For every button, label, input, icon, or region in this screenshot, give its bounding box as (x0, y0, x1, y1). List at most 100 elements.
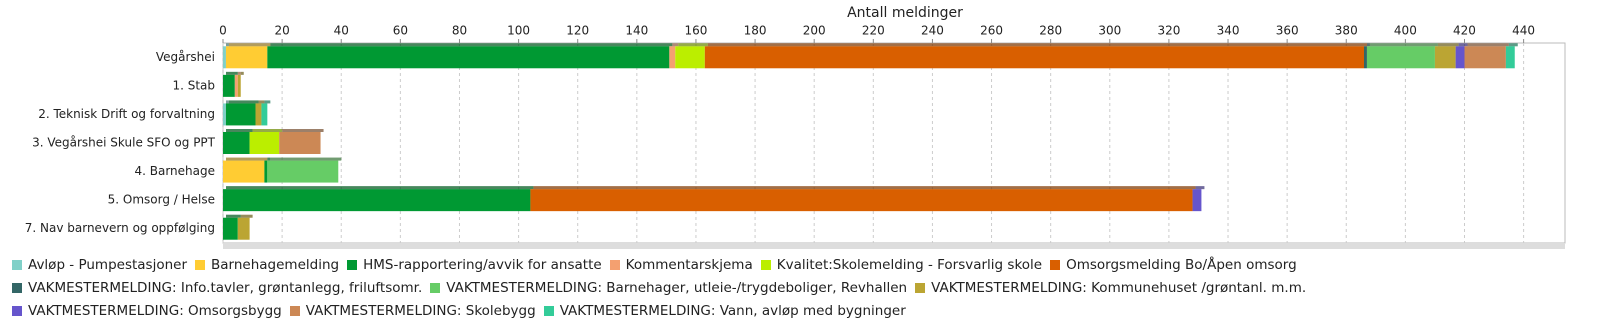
bar-face (1464, 46, 1506, 69)
x-tick-label: 300 (1098, 24, 1121, 38)
legend: Avløp - Pumpestasjoner Barnehagemelding HM… (12, 256, 1412, 320)
bar-top (240, 71, 244, 75)
bar-shade (267, 157, 271, 161)
bar-shade (226, 71, 238, 75)
bar-face (675, 46, 705, 69)
bar-shade (678, 43, 708, 47)
bar-face (237, 74, 241, 97)
x-tick-label: 0 (219, 24, 227, 38)
x-tick-label: 200 (803, 24, 826, 38)
bar-segment (267, 157, 342, 183)
bar-face (223, 46, 226, 69)
bar-segment (669, 43, 679, 69)
legend-item: HMS-rapportering/avvik for ansatte (347, 256, 602, 274)
bar-shade (707, 43, 1367, 47)
bar-shade (1508, 43, 1518, 47)
floor (223, 243, 1565, 249)
bar-face (669, 46, 676, 69)
y-tick-label: Vegårshei (156, 50, 215, 64)
bar-top (270, 157, 342, 161)
bar-top (228, 43, 271, 47)
bar-face (267, 160, 339, 183)
bar-shade (282, 129, 324, 132)
legend-swatch (289, 306, 300, 316)
bar-shade (1437, 43, 1459, 47)
bar-shade (226, 157, 268, 161)
legend-item: VAKTMESTERMELDING: Kommunehuset /grøntan… (915, 279, 1306, 297)
legend-swatch (430, 283, 441, 293)
y-tick-label: 3. Vegårshei Skule SFO og PPT (32, 136, 216, 150)
bar-shade (252, 129, 283, 132)
bar-top (1508, 43, 1518, 47)
bar-face (1363, 46, 1367, 69)
bar-face (261, 103, 268, 126)
bar-segment (249, 129, 283, 154)
bar-face (530, 189, 1193, 212)
bar-segment (704, 43, 1367, 69)
legend-label: VAKTMESTERMELDING: Kommunehuset /grøntan… (931, 280, 1307, 296)
x-tick-label: 180 (744, 24, 767, 38)
y-tick-label: 2. Teknisk Drift og forvaltning (38, 107, 215, 121)
x-tick-label: 260 (980, 24, 1003, 38)
bar-segment (223, 43, 229, 69)
bar-top (267, 157, 271, 161)
legend-label: Omsorgsmelding Bo/Åpen omsorg (1066, 257, 1297, 273)
bar-segment (237, 214, 253, 240)
bar-top (1369, 43, 1438, 47)
legend-item: Barnehagemelding (195, 256, 339, 274)
bar-top (678, 43, 708, 47)
bar-segment (255, 100, 265, 126)
x-tick-label: 240 (921, 24, 944, 38)
bar-top (237, 71, 241, 75)
bar-top (228, 100, 259, 104)
bar-shade (1369, 43, 1438, 47)
legend-item: VAKTMESTERMELDING: Barnehager, utleie-/t… (430, 279, 907, 297)
bar-shade (1195, 186, 1205, 190)
bar-face (223, 103, 226, 126)
bar-shade (672, 43, 679, 47)
bar-shade (228, 100, 259, 104)
bar-top (282, 129, 324, 132)
legend-label: VAKMESTERMELDING: Info.tavler, grøntanle… (28, 280, 423, 296)
bar-shade (226, 129, 253, 132)
bar-segment (225, 43, 271, 69)
bar-face (234, 74, 238, 97)
bar-segment (237, 71, 244, 97)
bar-top (226, 71, 238, 75)
bar-segment (267, 43, 673, 69)
x-tick-label: 340 (1217, 24, 1240, 38)
legend-item: VAKTMESTERMELDING: Omsorgsbygg (12, 302, 282, 320)
y-tick-label: 1. Stab (172, 78, 215, 92)
bar-face (223, 132, 250, 154)
bar-face (264, 160, 268, 183)
bar-top (1437, 43, 1459, 47)
legend-item: Avløp - Pumpestasjoner (12, 256, 187, 274)
bar-face (225, 46, 268, 69)
bar-face (704, 46, 1364, 69)
legend-swatch (12, 306, 22, 316)
bar-segment (675, 43, 708, 69)
legend-label: VAKTMESTERMELDING: Vann, avløp med bygni… (559, 303, 906, 319)
bar-face (255, 103, 262, 126)
bar-face (1434, 46, 1456, 69)
x-tick-label: 220 (862, 24, 885, 38)
legend-item: VAKMESTERMELDING: Info.tavler, grøntanle… (12, 279, 422, 297)
legend-label: HMS-rapportering/avvik for ansatte (363, 257, 602, 273)
bar-face (225, 103, 256, 126)
bar-top (252, 129, 283, 132)
legend-swatch (195, 260, 206, 270)
legend-label: VAKTMESTERMELDING: Barnehager, utleie-/t… (446, 280, 908, 296)
x-tick-label: 420 (1453, 24, 1476, 38)
bar-shade (240, 71, 244, 75)
legend-swatch (12, 260, 22, 270)
x-tick-label: 160 (684, 24, 707, 38)
bar-top (258, 100, 265, 104)
bar-face (1455, 46, 1465, 69)
legend-label: Kommentarskjema (625, 257, 753, 273)
x-tick-label: 360 (1276, 24, 1299, 38)
bar-segment (279, 129, 324, 154)
x-tick-label: 80 (452, 24, 467, 38)
bar-face (1366, 46, 1435, 69)
legend-swatch (609, 260, 620, 270)
